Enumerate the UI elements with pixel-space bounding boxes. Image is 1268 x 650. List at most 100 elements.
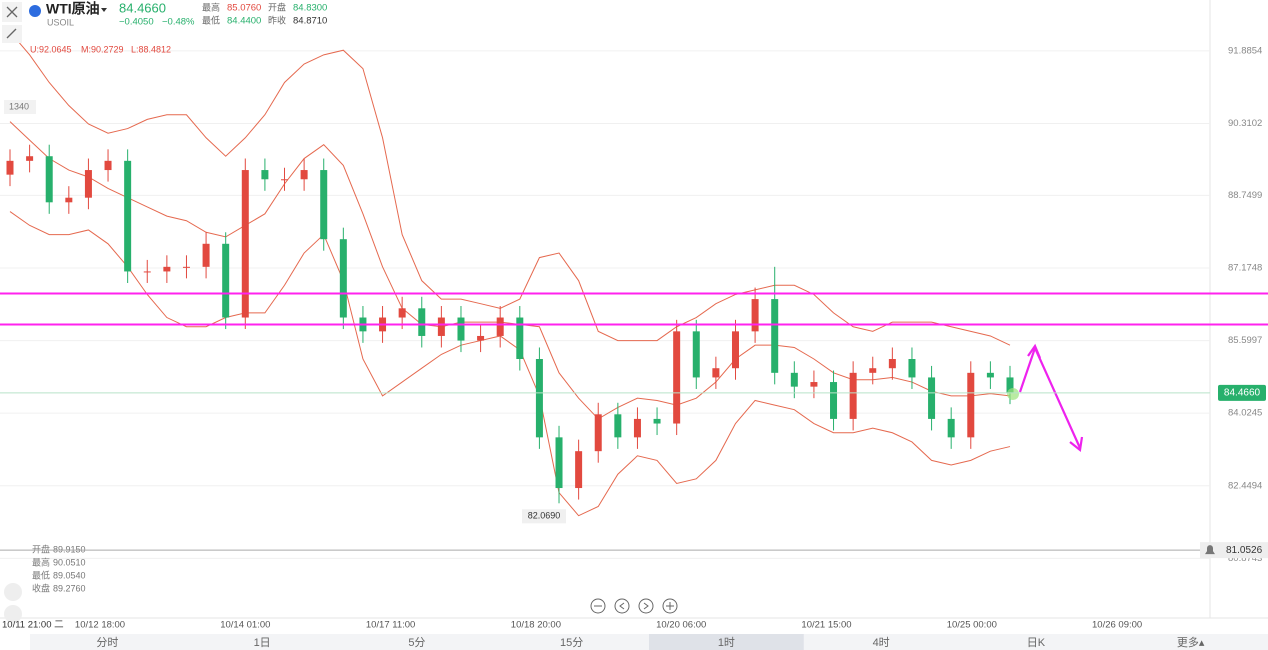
ohlc-label: 开盘 <box>32 543 50 554</box>
candle-body <box>124 160 132 272</box>
min-marker-box <box>522 509 566 524</box>
zoom-glyphs <box>594 602 674 610</box>
tab[interactable]: 15分 <box>560 636 583 649</box>
candle-body <box>751 299 759 332</box>
candle-body <box>712 368 720 378</box>
candle-body <box>633 418 641 438</box>
candle-body <box>300 170 308 180</box>
price: 84.4660 <box>119 0 166 15</box>
x-tick-label: 10/26 09:00 <box>1092 620 1142 631</box>
candle-body <box>437 317 445 336</box>
tab[interactable]: 1时 <box>718 636 735 649</box>
draw-button[interactable] <box>2 25 22 43</box>
symbol-name[interactable]: WTI原油 <box>46 1 100 17</box>
candle-body <box>261 170 269 180</box>
tab[interactable]: 分时 <box>96 636 118 649</box>
candle-body <box>182 266 190 268</box>
tab[interactable]: 1日 <box>254 637 271 649</box>
change: −0.4050 <box>119 17 154 28</box>
indicator-m: M:90.2729 <box>81 44 124 54</box>
zoom-in[interactable] <box>662 598 678 614</box>
candle-body <box>947 418 955 438</box>
candle-body <box>673 331 681 424</box>
candle-body <box>418 308 426 336</box>
scroll-right[interactable] <box>638 598 654 614</box>
stat-value: 85.0760 <box>227 3 261 14</box>
band-line <box>9 211 1011 517</box>
y-tick-label: 82.4494 <box>1228 480 1262 491</box>
candle-body <box>45 156 53 203</box>
draw-icon <box>6 28 17 39</box>
stat-value: 84.8710 <box>293 16 327 27</box>
candle-body <box>830 382 838 419</box>
candle-body <box>143 271 151 273</box>
alert-label: 81.0526 <box>1226 545 1263 556</box>
x-tick-label: 10/17 11:00 <box>366 620 415 631</box>
scroll-left[interactable] <box>614 598 630 614</box>
ohlc-value: 89.0540 <box>53 570 86 580</box>
candle-body <box>653 418 661 424</box>
candle-body <box>516 317 524 360</box>
tab[interactable]: 更多▴ <box>1177 635 1205 649</box>
candle-body <box>771 299 779 373</box>
stat-label: 昨收 <box>268 14 286 25</box>
tab[interactable]: 4时 <box>873 636 890 649</box>
candle-body <box>908 359 916 378</box>
current-dot <box>1007 388 1019 400</box>
y-tick-label: 84.0245 <box>1228 408 1262 419</box>
tool-button[interactable] <box>4 605 22 623</box>
candle-body <box>163 266 171 272</box>
tab[interactable]: 5分 <box>408 636 425 649</box>
candle-body <box>398 308 406 318</box>
candle-body <box>339 239 347 318</box>
alert-box <box>1200 542 1268 559</box>
y-tick-label: 87.1748 <box>1228 263 1262 274</box>
candle-body <box>457 317 465 341</box>
ohlc-value: 89.9150 <box>53 544 86 554</box>
arrow-heads <box>1027 343 1084 453</box>
tab[interactable]: 日K <box>1027 637 1046 649</box>
indicator-l: L:88.4812 <box>131 44 171 54</box>
ohlc-value: 90.0510 <box>53 557 86 567</box>
x-tick-label: 10/20 06:00 <box>656 620 706 631</box>
stat-label: 最低 <box>202 14 220 25</box>
crosshair-time: 10/11 21:00 二 <box>2 620 64 631</box>
candle-body <box>6 160 14 175</box>
candle-body <box>202 243 210 267</box>
ohlc-value: 89.2760 <box>53 583 86 593</box>
y-tick-label: 90.3102 <box>1228 118 1262 129</box>
side-label-box <box>4 100 36 114</box>
ohlc-label: 最高 <box>32 556 50 567</box>
candle-body <box>26 156 34 161</box>
tool-button[interactable] <box>4 583 22 601</box>
candle-body <box>222 243 230 318</box>
candle-body <box>281 179 289 181</box>
candle-body <box>928 377 936 419</box>
symbol-icon <box>29 5 41 17</box>
x-tick-label: 10/18 20:00 <box>511 620 561 631</box>
plot <box>0 31 1210 559</box>
candle-body <box>535 359 543 438</box>
candle-body <box>849 372 857 419</box>
y-tick-label: 88.7499 <box>1228 190 1262 201</box>
dropdown-icon[interactable] <box>101 8 107 12</box>
x-tick-label: 10/25 00:00 <box>947 620 997 631</box>
candle-body <box>967 372 975 438</box>
candle-body <box>810 382 818 387</box>
candle-body <box>555 437 563 489</box>
candle-body <box>496 317 504 336</box>
candle-body <box>594 414 602 452</box>
candle-body <box>320 170 328 240</box>
candle-body <box>84 170 92 198</box>
change-pct: −0.48% <box>162 17 195 28</box>
zoom-out[interactable] <box>590 598 606 614</box>
stat-label: 最高 <box>202 1 220 12</box>
x-tick-label: 10/12 18:00 <box>75 620 125 631</box>
alert-bell <box>1205 545 1215 555</box>
x-tick-label: 10/21 15:00 <box>801 620 851 631</box>
candle-body <box>731 331 739 369</box>
candle-body <box>65 197 73 203</box>
indicator-u: U:92.0645 <box>30 44 72 54</box>
min-marker-label: 82.0690 <box>528 511 561 521</box>
